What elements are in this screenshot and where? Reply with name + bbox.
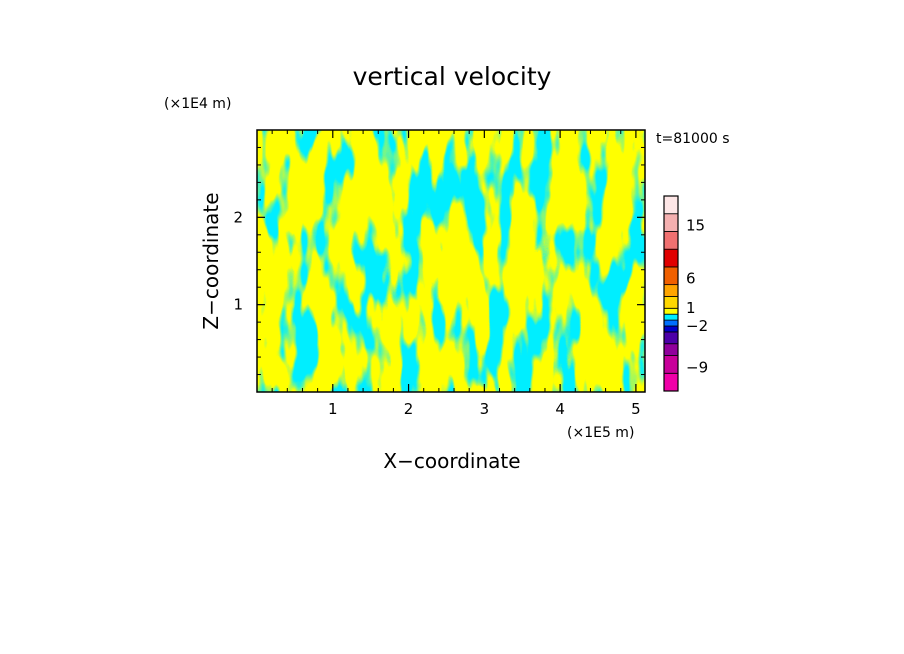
colorbar-band — [663, 248, 679, 268]
colorbar-label: 1 — [686, 299, 696, 317]
colorbar-label: 6 — [686, 270, 696, 288]
plot-frame — [256, 129, 646, 393]
x-tick-label: 2 — [404, 400, 414, 418]
contour-field — [257, 130, 645, 392]
x-tick-label: 4 — [555, 400, 565, 418]
colorbar-band — [663, 325, 679, 333]
y-tick-label: 2 — [233, 208, 243, 226]
x-tick-label: 1 — [328, 400, 338, 418]
colorbar-band — [663, 213, 679, 232]
colorbar-band — [663, 284, 679, 297]
field-negative-region — [257, 130, 645, 392]
chart-title: vertical velocity — [353, 62, 552, 91]
colorbar-band — [663, 331, 679, 345]
colorbar-band — [663, 343, 679, 356]
x-units-label: (×1E5 m) — [567, 425, 634, 441]
x-axis-title: X−coordinate — [383, 449, 520, 473]
y-axis-title: Z−coordinate — [199, 192, 223, 329]
colorbar-label: 15 — [686, 216, 705, 234]
x-tick-label: 5 — [631, 400, 641, 418]
colorbar: 15 6 1−2 −9 — [663, 195, 708, 392]
colorbar-band — [663, 313, 679, 321]
colorbar-band — [663, 372, 679, 392]
colorbar-label: −2 — [686, 317, 708, 335]
time-label: t=81000 s — [656, 131, 730, 147]
colorbar-band — [663, 319, 679, 327]
y-tick-label: 1 — [233, 296, 243, 314]
colorbar-label: −9 — [686, 358, 708, 376]
colorbar-band — [663, 266, 679, 286]
x-tick-label: 3 — [480, 400, 490, 418]
colorbar-band — [663, 195, 679, 215]
y-units-label: (×1E4 m) — [164, 96, 231, 112]
colorbar-band — [663, 355, 679, 374]
colorbar-band — [663, 307, 679, 315]
colorbar-band — [663, 296, 679, 309]
colorbar-band — [663, 231, 679, 250]
y-axis: 12 — [233, 146, 645, 376]
x-axis: 1 2 3 4 5 — [271, 130, 641, 418]
colorbar-frame — [663, 195, 679, 392]
